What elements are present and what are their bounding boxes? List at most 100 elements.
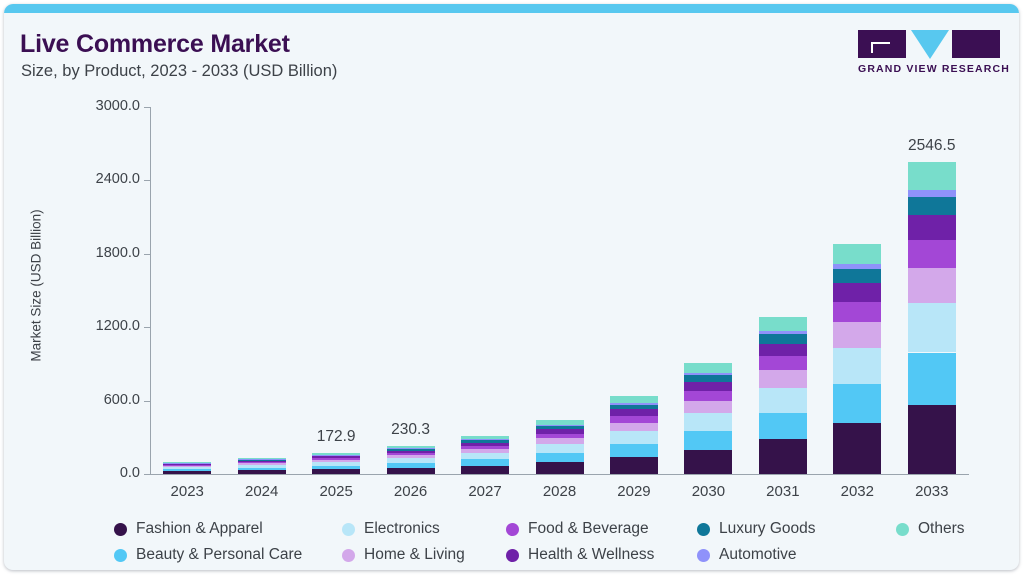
legend-color-dot-icon [114,548,127,562]
bar-2028[interactable] [535,420,584,474]
legend-item[interactable]: Electronics [342,516,440,542]
bar-segment [907,302,956,353]
bar-2024[interactable] [237,457,286,474]
legend-item[interactable]: Automotive [697,542,797,568]
bar-segment [833,283,882,302]
bar-segment [237,459,286,461]
bar-segment [907,189,956,197]
bar-segment [684,363,733,373]
bar-segment [535,424,584,427]
logo-triangle-icon [911,30,949,59]
bar-segment [609,396,658,403]
bar-2025[interactable] [312,452,361,474]
bar-segment [461,440,510,443]
bar-segment [386,455,435,459]
bar-segment [758,356,807,371]
y-tick-mark [144,327,150,329]
y-tick-label: 600.0 [103,391,140,408]
legend-item[interactable]: Luxury Goods [697,516,816,542]
bar-segment [535,429,584,434]
legend-item[interactable]: Food & Beverage [506,516,649,542]
legend-label: Fashion & Apparel [136,520,263,537]
bar-segment [163,463,212,465]
x-tick-label: 2031 [766,483,800,500]
bar-segment [684,449,733,474]
bar-segment [237,465,286,468]
logo-wordmark: GRAND VIEW RESEARCH [858,63,1010,75]
bar-2023[interactable] [163,461,212,474]
bar-2029[interactable] [609,396,658,474]
x-tick-label: 2028 [542,483,577,500]
grand-view-research-logo: GRAND VIEW RESEARCH [858,30,1010,80]
bar-segment [833,244,882,265]
y-tick-mark [144,107,150,108]
bar-segment [758,316,807,331]
legend-item[interactable]: Others [896,516,965,542]
bar-segment [386,448,435,451]
legend-label: Food & Beverage [528,520,649,537]
bar-segment [312,462,361,466]
bar-segment [758,330,807,335]
bar-2032[interactable] [833,244,882,474]
legend-item[interactable]: Beauty & Personal Care [114,542,302,568]
bar-segment [684,430,733,450]
bar-segment [535,438,584,445]
bar-2031[interactable] [758,316,807,474]
bar-segment [163,465,212,468]
bar-segment [386,448,435,450]
bar-segment [907,162,956,190]
legend-label: Others [918,520,965,537]
bar-segment [758,412,807,440]
legend-item[interactable]: Fashion & Apparel [114,516,263,542]
bar-2030[interactable] [684,363,733,474]
bar-segment [907,268,956,303]
legend-row: Fashion & Apparel Electronics Food & Bever… [114,516,974,542]
bar-segment [684,390,733,401]
chart-legend: Fashion & Apparel Electronics Food & Bever… [114,516,974,568]
bar-segment [907,215,956,241]
x-tick-label: 2024 [244,483,279,500]
x-axis-line [150,474,969,475]
legend-label: Electronics [364,520,440,537]
bar-segment [312,456,361,459]
bar-segment [684,375,733,382]
page-title: Live Commerce Market [20,30,290,58]
legend-label: Automotive [719,546,797,563]
logo-g-mark-icon [871,42,890,53]
bar-segment [386,450,435,453]
page-subtitle: Size, by Product, 2023 - 2033 (USD Billi… [21,62,338,80]
bar-segment [684,372,733,376]
bar-segment [163,467,212,470]
bar-2026[interactable] [386,445,435,474]
bar-segment [163,461,212,463]
bar-2033[interactable] [907,162,956,474]
bar-segment [907,196,956,216]
bar-segment [609,422,658,432]
logo-square-right-icon [952,30,1000,58]
chart-card: Live Commerce Market Size, by Product, 2… [4,4,1019,570]
legend-item[interactable]: Health & Wellness [506,542,654,568]
bar-segment [237,461,286,464]
bar-2027[interactable] [461,436,510,474]
bar-segment [833,264,882,270]
bar-segment [684,400,733,414]
y-tick-mark [144,474,150,475]
bar-segment [461,459,510,466]
y-tick-label: 2400.0 [95,171,140,188]
legend-item[interactable]: Home & Living [342,542,465,568]
bar-segment [163,462,212,464]
y-tick-mark [144,180,150,182]
bar-segment [386,452,435,456]
x-tick-label: 2023 [170,483,204,500]
bar-segment [312,455,361,457]
bar-segment [609,409,658,416]
bar-segment [163,464,212,466]
bar-segment [386,467,435,474]
bar-segment [833,301,882,323]
legend-color-dot-icon [342,548,355,562]
x-tick-label: 2025 [319,483,353,500]
bar-segment [758,334,807,344]
bar-segment [907,240,956,269]
y-tick-mark [144,253,150,255]
